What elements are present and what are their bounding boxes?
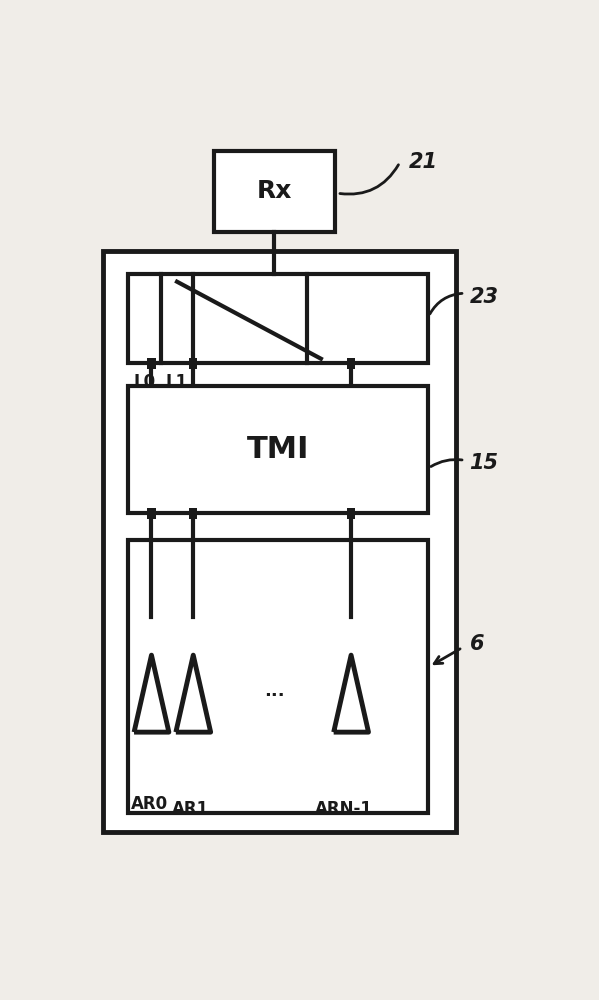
Text: L1: L1 bbox=[166, 373, 188, 391]
Text: ...: ... bbox=[264, 682, 285, 700]
FancyBboxPatch shape bbox=[189, 508, 198, 519]
Text: Rx: Rx bbox=[257, 179, 292, 203]
Text: 21: 21 bbox=[409, 152, 438, 172]
FancyBboxPatch shape bbox=[147, 358, 156, 369]
FancyBboxPatch shape bbox=[189, 358, 198, 369]
Text: AR0: AR0 bbox=[131, 795, 168, 813]
FancyBboxPatch shape bbox=[214, 151, 335, 232]
Text: AR1: AR1 bbox=[171, 800, 208, 818]
Text: TMI: TMI bbox=[247, 435, 310, 464]
Text: ARN-1: ARN-1 bbox=[315, 800, 373, 818]
FancyBboxPatch shape bbox=[128, 386, 428, 513]
Text: 23: 23 bbox=[470, 287, 498, 307]
FancyBboxPatch shape bbox=[128, 540, 428, 813]
FancyBboxPatch shape bbox=[103, 251, 456, 832]
FancyBboxPatch shape bbox=[147, 508, 156, 519]
FancyBboxPatch shape bbox=[347, 508, 355, 519]
Text: 6: 6 bbox=[470, 634, 484, 654]
FancyBboxPatch shape bbox=[128, 274, 428, 363]
Text: 15: 15 bbox=[470, 453, 498, 473]
FancyBboxPatch shape bbox=[347, 358, 355, 369]
Text: ...: ... bbox=[246, 373, 265, 391]
Text: L0: L0 bbox=[134, 373, 156, 391]
